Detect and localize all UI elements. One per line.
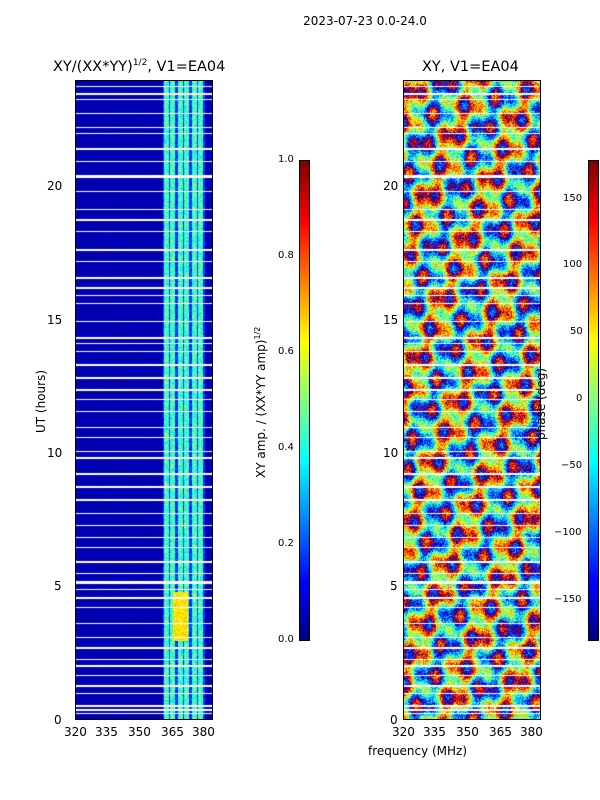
p2-ytick-10: 10 [383, 446, 399, 460]
cb2-tick-m50: −50 [561, 460, 583, 471]
figure-suptitle: 2023-07-23 0.0-24.0 [303, 14, 427, 28]
cb2-tick-150: 150 [563, 193, 583, 204]
phase-colorbar [588, 160, 599, 641]
cb1-tick-0.0: 0.0 [278, 634, 294, 645]
amplitude-heatmap[interactable] [75, 80, 213, 720]
cb1-tick-0.4: 0.4 [278, 442, 294, 453]
p2-xtick-350: 350 [456, 725, 479, 739]
p2-xtick-380: 380 [520, 725, 543, 739]
p1-ytick-10: 10 [47, 446, 63, 460]
cb1-tick-0.6: 0.6 [278, 346, 294, 357]
p2-ytick-5: 5 [390, 579, 398, 593]
cb2-tick-m150: −150 [554, 594, 582, 605]
p1-xtick-365: 365 [161, 725, 184, 739]
cb1-tick-1.0: 1.0 [278, 154, 294, 165]
amplitude-colorbar-gradient [300, 161, 309, 640]
p2-xtick-335: 335 [423, 725, 446, 739]
p1-ytick-15: 15 [47, 313, 63, 327]
amplitude-colorbar-label: XY amp. / (XX*YY amp)1/2 [253, 326, 268, 478]
cb2-tick-50: 50 [570, 326, 583, 337]
cb2-tick-m100: −100 [554, 527, 582, 538]
amplitude-colorbar [299, 160, 310, 641]
amplitude-heatmap-canvas [76, 81, 212, 719]
panel1-ylabel: UT (hours) [34, 369, 48, 433]
p1-xtick-320: 320 [64, 725, 87, 739]
p2-xtick-320: 320 [392, 725, 415, 739]
p2-ytick-20: 20 [383, 179, 399, 193]
p1-xtick-380: 380 [192, 725, 215, 739]
cb1-tick-0.8: 0.8 [278, 250, 294, 261]
panel2-title: XY, V1=EA04 [422, 59, 519, 75]
phase-heatmap[interactable] [403, 80, 541, 720]
p2-xtick-365: 365 [489, 725, 512, 739]
phase-colorbar-gradient [589, 161, 598, 640]
phase-colorbar-label: phase (deg) [534, 367, 548, 440]
p1-ytick-0: 0 [54, 713, 62, 727]
p1-ytick-20: 20 [47, 179, 63, 193]
p1-xtick-350: 350 [128, 725, 151, 739]
cb2-tick-100: 100 [563, 259, 583, 270]
p2-ytick-0: 0 [390, 713, 398, 727]
p1-xtick-335: 335 [95, 725, 118, 739]
panel1-title: XY/(XX*YY)1/2, V1=EA04 [53, 58, 226, 75]
p2-ytick-15: 15 [383, 313, 399, 327]
cb1-tick-0.2: 0.2 [278, 538, 294, 549]
xlabel: frequency (MHz) [368, 744, 468, 758]
p1-ytick-5: 5 [54, 579, 62, 593]
phase-heatmap-canvas [404, 81, 540, 719]
cb2-tick-0: 0 [576, 393, 583, 404]
